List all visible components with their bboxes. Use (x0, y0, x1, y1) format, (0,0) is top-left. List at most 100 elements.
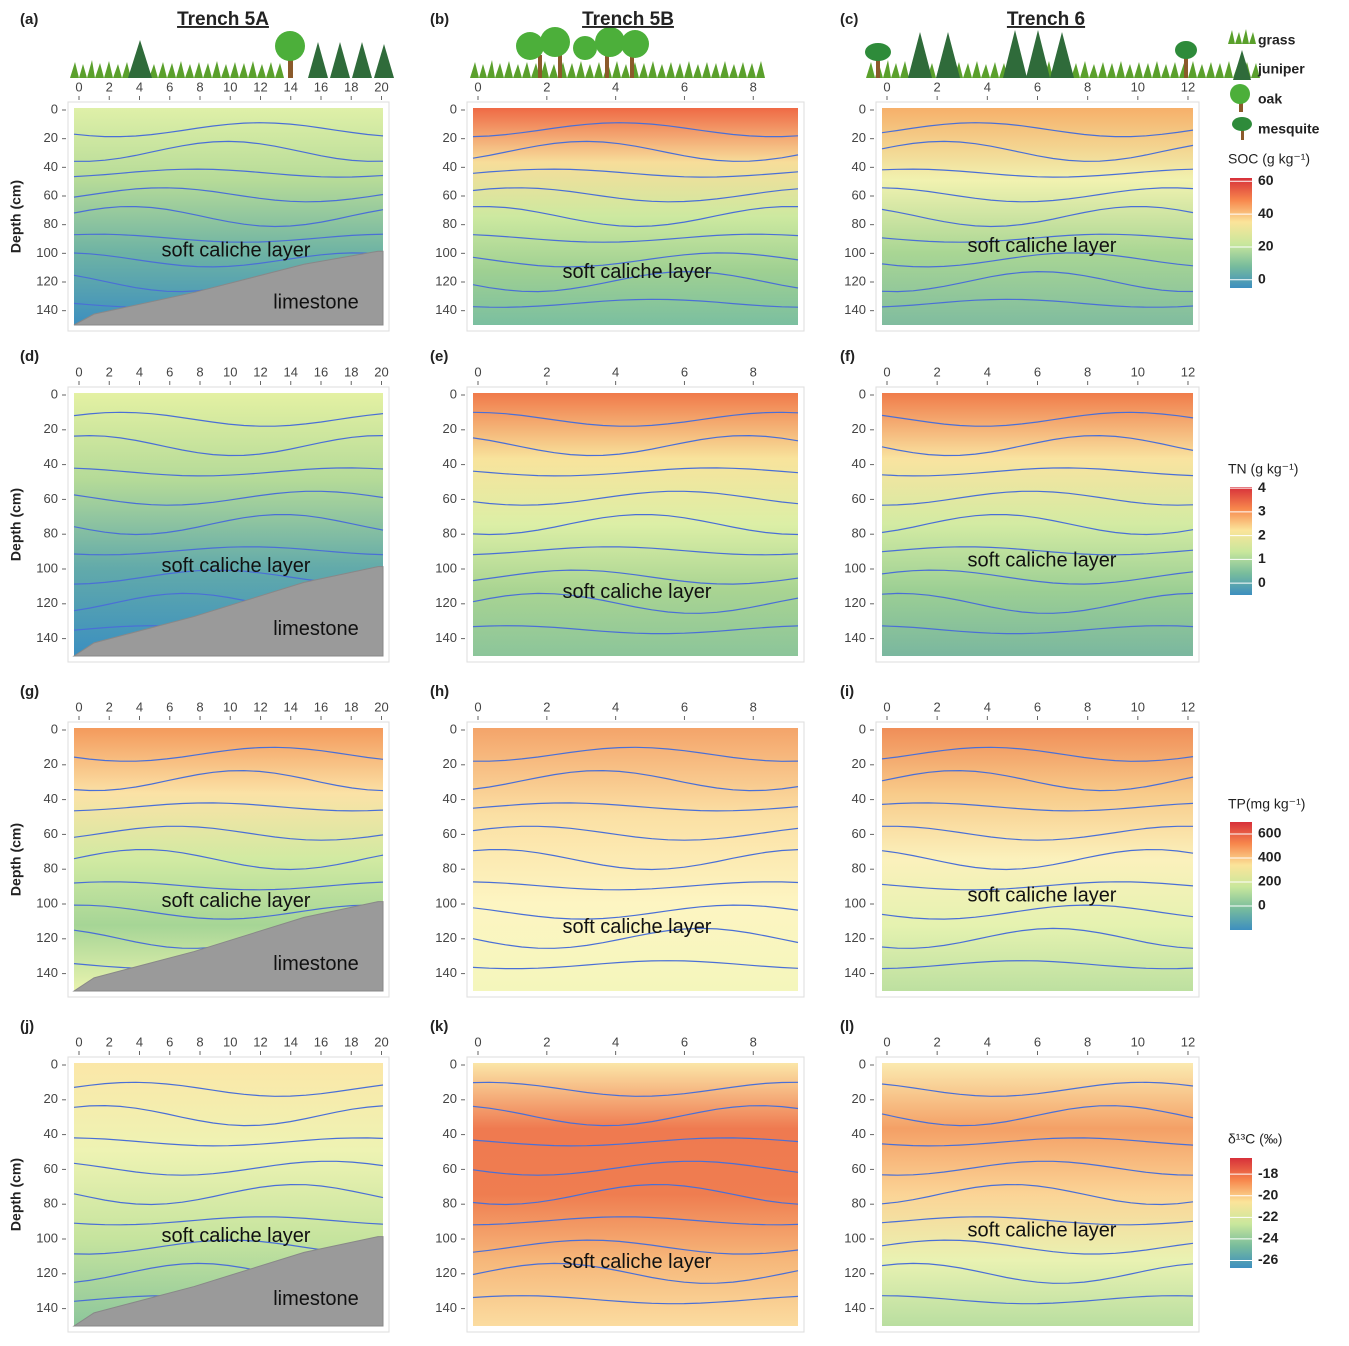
y-tick-label: 100 (844, 560, 866, 575)
annotation: limestone (273, 292, 359, 314)
colorbar-title: TN (g kg⁻¹) (1228, 461, 1298, 477)
y-tick-label: 100 (844, 245, 866, 260)
annotation: limestone (273, 1288, 359, 1310)
y-axis-label: Depth (cm) (8, 180, 24, 253)
panel-label: (e) (430, 348, 448, 365)
y-tick-label: 120 (435, 273, 457, 288)
panel-label: (h) (430, 683, 449, 700)
x-tick-label: 8 (1084, 364, 1091, 379)
x-tick-label: 10 (223, 699, 237, 714)
x-tick-label: 14 (284, 79, 298, 94)
y-tick-label: 0 (51, 386, 58, 401)
y-tick-label: 120 (844, 273, 866, 288)
x-tick-label: 14 (284, 1034, 298, 1049)
panel-label: (c) (840, 11, 858, 28)
y-axis-label: Depth (cm) (8, 488, 24, 561)
y-tick-label: 20 (44, 1091, 58, 1106)
x-tick-label: 8 (196, 699, 203, 714)
x-tick-label: 14 (284, 699, 298, 714)
y-tick-label: 20 (443, 421, 457, 436)
heatmap (882, 108, 1193, 325)
y-tick-label: 120 (435, 595, 457, 610)
x-tick-label: 4 (136, 699, 143, 714)
colorbar-tick-label: 20 (1258, 238, 1274, 254)
x-tick-label: 2 (934, 364, 941, 379)
x-tick-label: 6 (166, 79, 173, 94)
y-tick-label: 0 (859, 1056, 866, 1071)
x-tick-label: 0 (474, 699, 481, 714)
colorbar-tick-label: 2 (1258, 526, 1266, 542)
heatmap (473, 108, 798, 325)
colorbar-tick-label: -24 (1258, 1230, 1278, 1246)
x-tick-label: 2 (543, 1034, 550, 1049)
x-tick-label: 6 (166, 1034, 173, 1049)
x-tick-label: 0 (883, 1034, 890, 1049)
y-tick-label: 140 (844, 965, 866, 980)
colorbar-tick-label: 0 (1258, 270, 1266, 286)
x-tick-label: 8 (750, 79, 757, 94)
annotation: soft caliche layer (563, 261, 712, 283)
y-tick-label: 120 (36, 1265, 58, 1280)
x-tick-label: 10 (223, 364, 237, 379)
y-tick-label: 40 (443, 1126, 457, 1141)
panel-label: (g) (20, 683, 39, 700)
annotation: limestone (273, 953, 359, 975)
x-tick-label: 8 (750, 364, 757, 379)
y-tick-label: 100 (36, 895, 58, 910)
x-tick-label: 8 (196, 1034, 203, 1049)
panel-title: Trench 5B (582, 9, 674, 30)
annotation: soft caliche layer (968, 235, 1117, 257)
y-tick-label: 40 (443, 791, 457, 806)
colorbar-tick-label: 200 (1258, 873, 1282, 889)
x-tick-label: 10 (223, 79, 237, 94)
y-tick-label: 100 (435, 1230, 457, 1245)
y-tick-label: 140 (36, 1300, 58, 1315)
annotation: soft caliche layer (162, 555, 311, 577)
y-tick-label: 60 (44, 826, 58, 841)
y-tick-label: 40 (443, 159, 457, 174)
x-tick-label: 10 (1131, 699, 1145, 714)
x-tick-label: 6 (1034, 1034, 1041, 1049)
x-tick-label: 12 (253, 364, 267, 379)
colorbar-tick-label: -22 (1258, 1208, 1278, 1224)
y-tick-label: 80 (443, 1196, 457, 1211)
x-tick-label: 20 (374, 699, 388, 714)
annotation: soft caliche layer (162, 1225, 311, 1247)
y-tick-label: 20 (44, 130, 58, 145)
x-tick-label: 12 (1181, 364, 1195, 379)
figure: (a)Trench 5Asoft caliche layerlimestone0… (0, 0, 1349, 1341)
y-tick-label: 60 (44, 187, 58, 202)
colorbar-tick-label: -20 (1258, 1186, 1278, 1202)
x-tick-label: 6 (681, 364, 688, 379)
x-tick-label: 8 (196, 79, 203, 94)
x-tick-label: 12 (253, 699, 267, 714)
y-axis-label: Depth (cm) (8, 1158, 24, 1231)
x-tick-label: 8 (1084, 699, 1091, 714)
panel-label: (d) (20, 348, 39, 365)
x-tick-label: 12 (1181, 699, 1195, 714)
y-tick-label: 100 (435, 245, 457, 260)
x-tick-label: 2 (106, 364, 113, 379)
x-tick-label: 0 (883, 699, 890, 714)
colorbar-tick-label: 400 (1258, 849, 1282, 865)
legend-label: juniper (1257, 61, 1305, 77)
x-tick-label: 0 (75, 364, 82, 379)
y-tick-label: 80 (44, 526, 58, 541)
annotation: soft caliche layer (968, 1220, 1117, 1242)
colorbar-tick-label: 40 (1258, 205, 1274, 221)
y-tick-label: 80 (443, 861, 457, 876)
y-tick-label: 40 (44, 1126, 58, 1141)
y-tick-label: 20 (44, 421, 58, 436)
colorbar-tick-label: 0 (1258, 897, 1266, 913)
y-tick-label: 40 (44, 159, 58, 174)
annotation: soft caliche layer (162, 890, 311, 912)
y-tick-label: 0 (450, 1056, 457, 1071)
colorbar-tick-label: -26 (1258, 1251, 1278, 1267)
x-tick-label: 12 (1181, 1034, 1195, 1049)
y-tick-label: 20 (443, 130, 457, 145)
colorbar (1230, 822, 1252, 930)
x-tick-label: 2 (934, 699, 941, 714)
x-tick-label: 6 (166, 364, 173, 379)
y-tick-label: 120 (36, 273, 58, 288)
y-tick-label: 100 (36, 245, 58, 260)
